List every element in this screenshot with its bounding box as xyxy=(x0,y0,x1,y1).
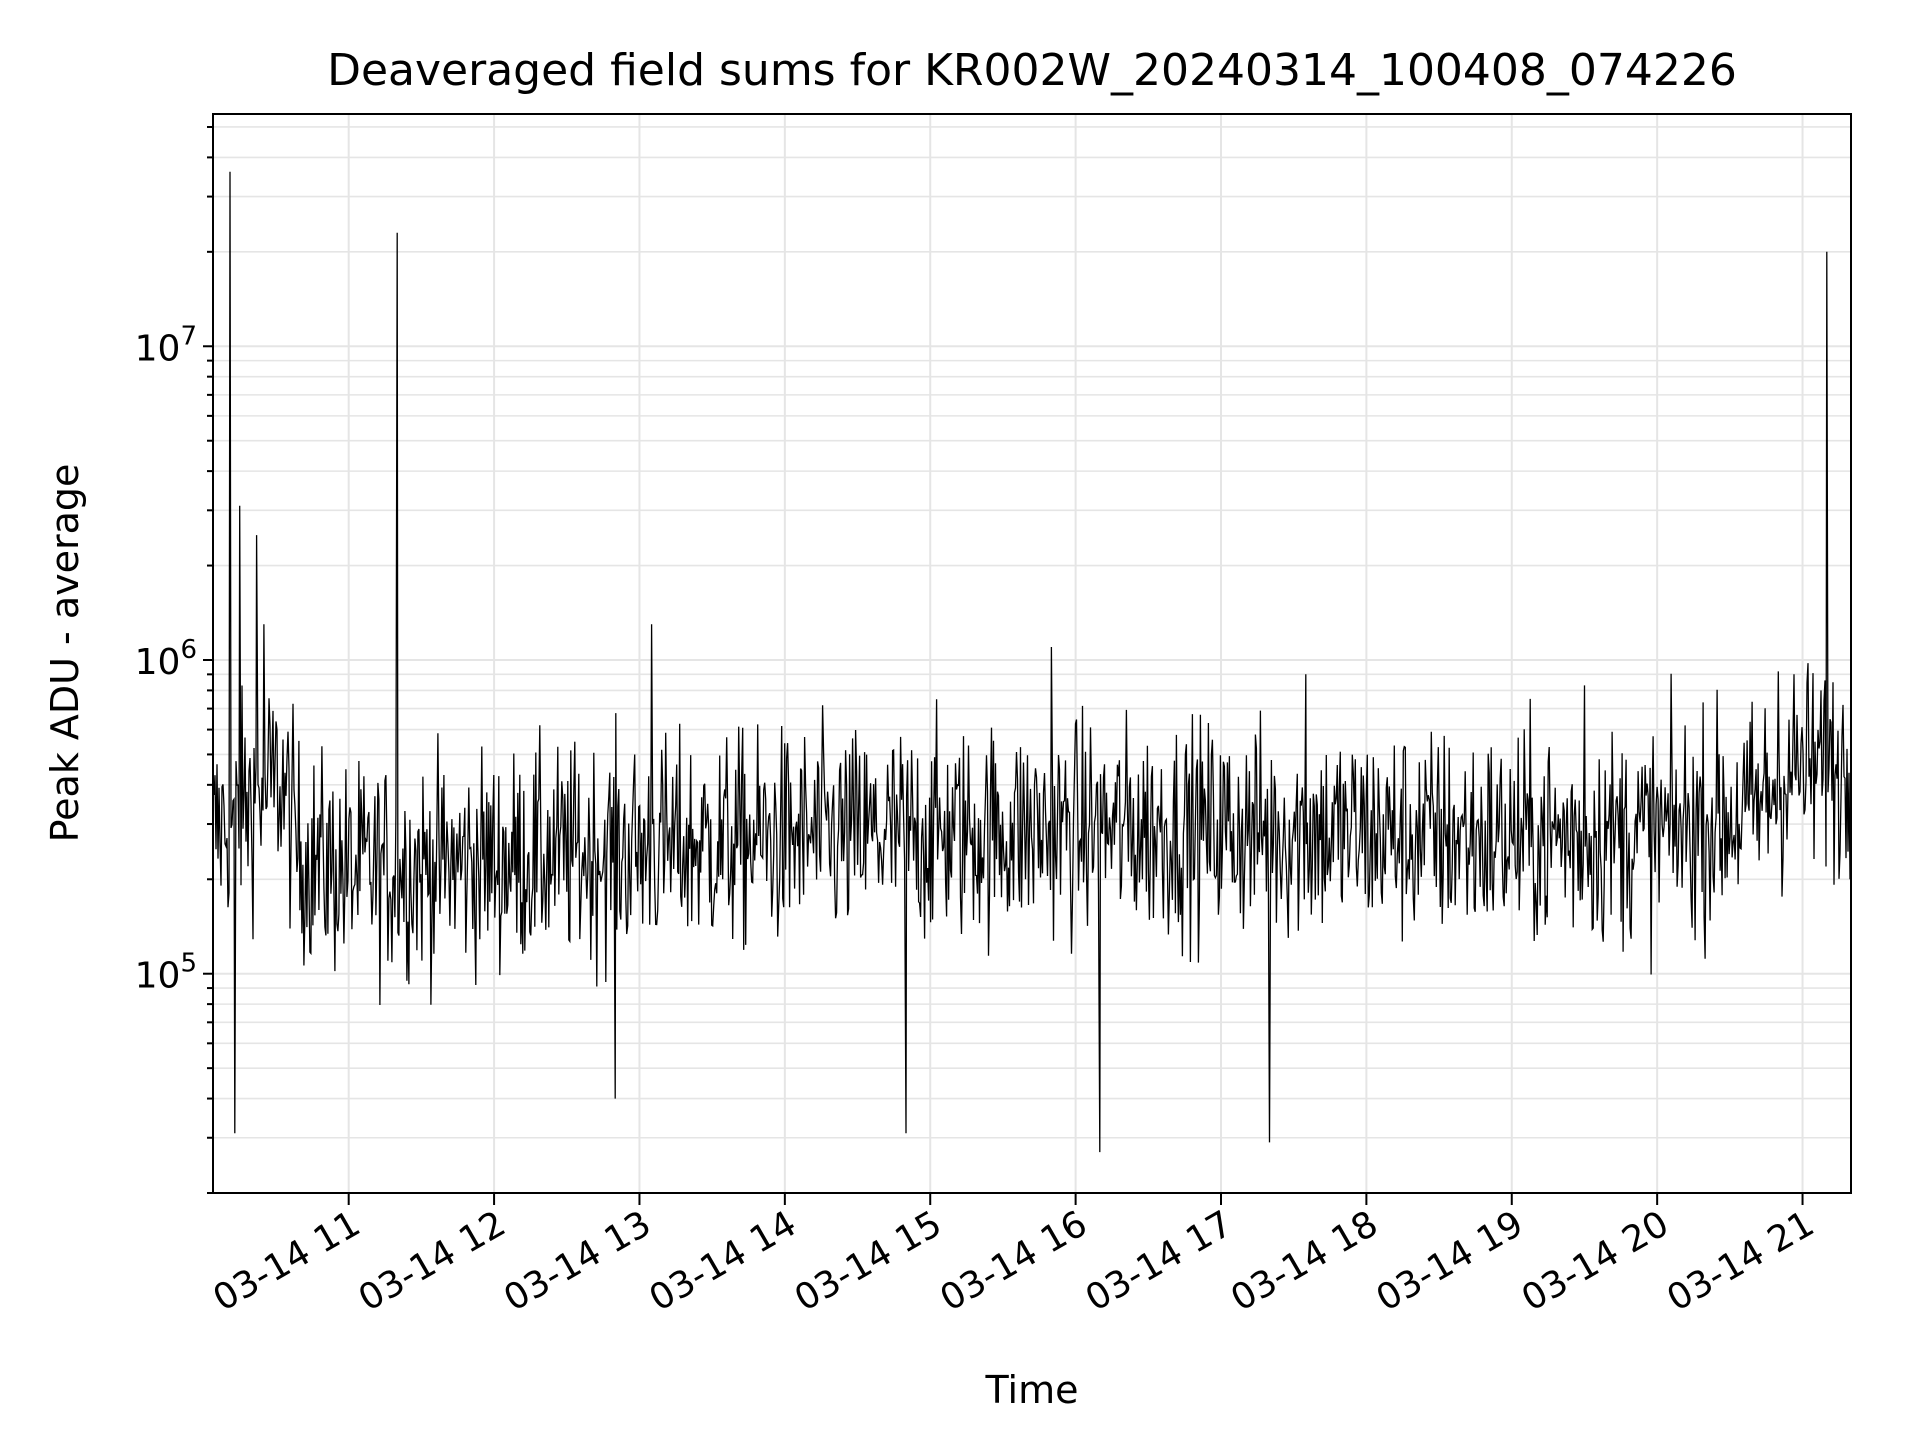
grid xyxy=(213,114,1851,1194)
chart-title: Deaveraged field sums for KR002W_2024031… xyxy=(327,45,1737,96)
y-tick-label: 107 xyxy=(135,321,197,369)
axis-ticks xyxy=(203,125,1804,1205)
series-line-path xyxy=(212,171,1852,1153)
y-axis-label: Peak ADU - average xyxy=(43,464,87,843)
y-tick-label: 106 xyxy=(135,635,197,683)
plot-frame xyxy=(212,113,1852,1194)
y-tick-labels: 105 106 107 xyxy=(135,321,197,996)
series-line xyxy=(212,171,1852,1153)
x-axis-label: Time xyxy=(985,1368,1079,1412)
y-tick-label: 105 xyxy=(135,949,197,997)
